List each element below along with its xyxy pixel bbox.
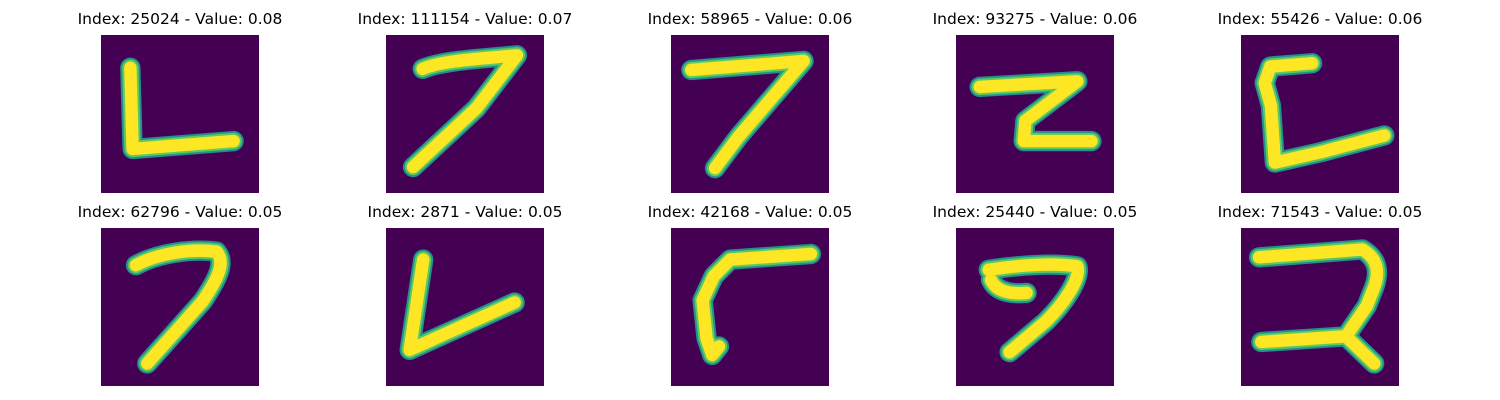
panel-title: Index: 93275 - Value: 0.06: [932, 10, 1138, 28]
digit-image: [386, 35, 544, 193]
panel-title: Index: 25440 - Value: 0.05: [932, 203, 1138, 221]
panel-title: Index: 42168 - Value: 0.05: [647, 203, 853, 221]
digit-image: [101, 228, 259, 386]
digit-image: [386, 228, 544, 386]
panel-2: Index: 111154 - Value: 0.07: [345, 8, 585, 193]
panel-1: Index: 25024 - Value: 0.08: [60, 8, 300, 193]
panel-9: Index: 25440 - Value: 0.05: [915, 201, 1155, 386]
panel-title: Index: 111154 - Value: 0.07: [357, 10, 573, 28]
digit-image: [101, 35, 259, 193]
digit-image: [1241, 35, 1399, 193]
panel-title: Index: 58965 - Value: 0.06: [647, 10, 853, 28]
panel-6: Index: 62796 - Value: 0.05: [60, 201, 300, 386]
digit-image: [671, 35, 829, 193]
panel-10: Index: 71543 - Value: 0.05: [1200, 201, 1440, 386]
panel-title: Index: 62796 - Value: 0.05: [77, 203, 283, 221]
panel-7: Index: 2871 - Value: 0.05: [345, 201, 585, 386]
panel-3: Index: 58965 - Value: 0.06: [630, 8, 870, 193]
digit-image: [956, 228, 1114, 386]
panel-5: Index: 55426 - Value: 0.06: [1200, 8, 1440, 193]
digit-image: [671, 228, 829, 386]
digit-image: [1241, 228, 1399, 386]
panel-title: Index: 25024 - Value: 0.08: [77, 10, 283, 28]
digit-image: [956, 35, 1114, 193]
panel-8: Index: 42168 - Value: 0.05: [630, 201, 870, 386]
panel-title: Index: 71543 - Value: 0.05: [1217, 203, 1423, 221]
panel-4: Index: 93275 - Value: 0.06: [915, 8, 1155, 193]
panel-title: Index: 55426 - Value: 0.06: [1217, 10, 1423, 28]
panel-title: Index: 2871 - Value: 0.05: [367, 203, 563, 221]
